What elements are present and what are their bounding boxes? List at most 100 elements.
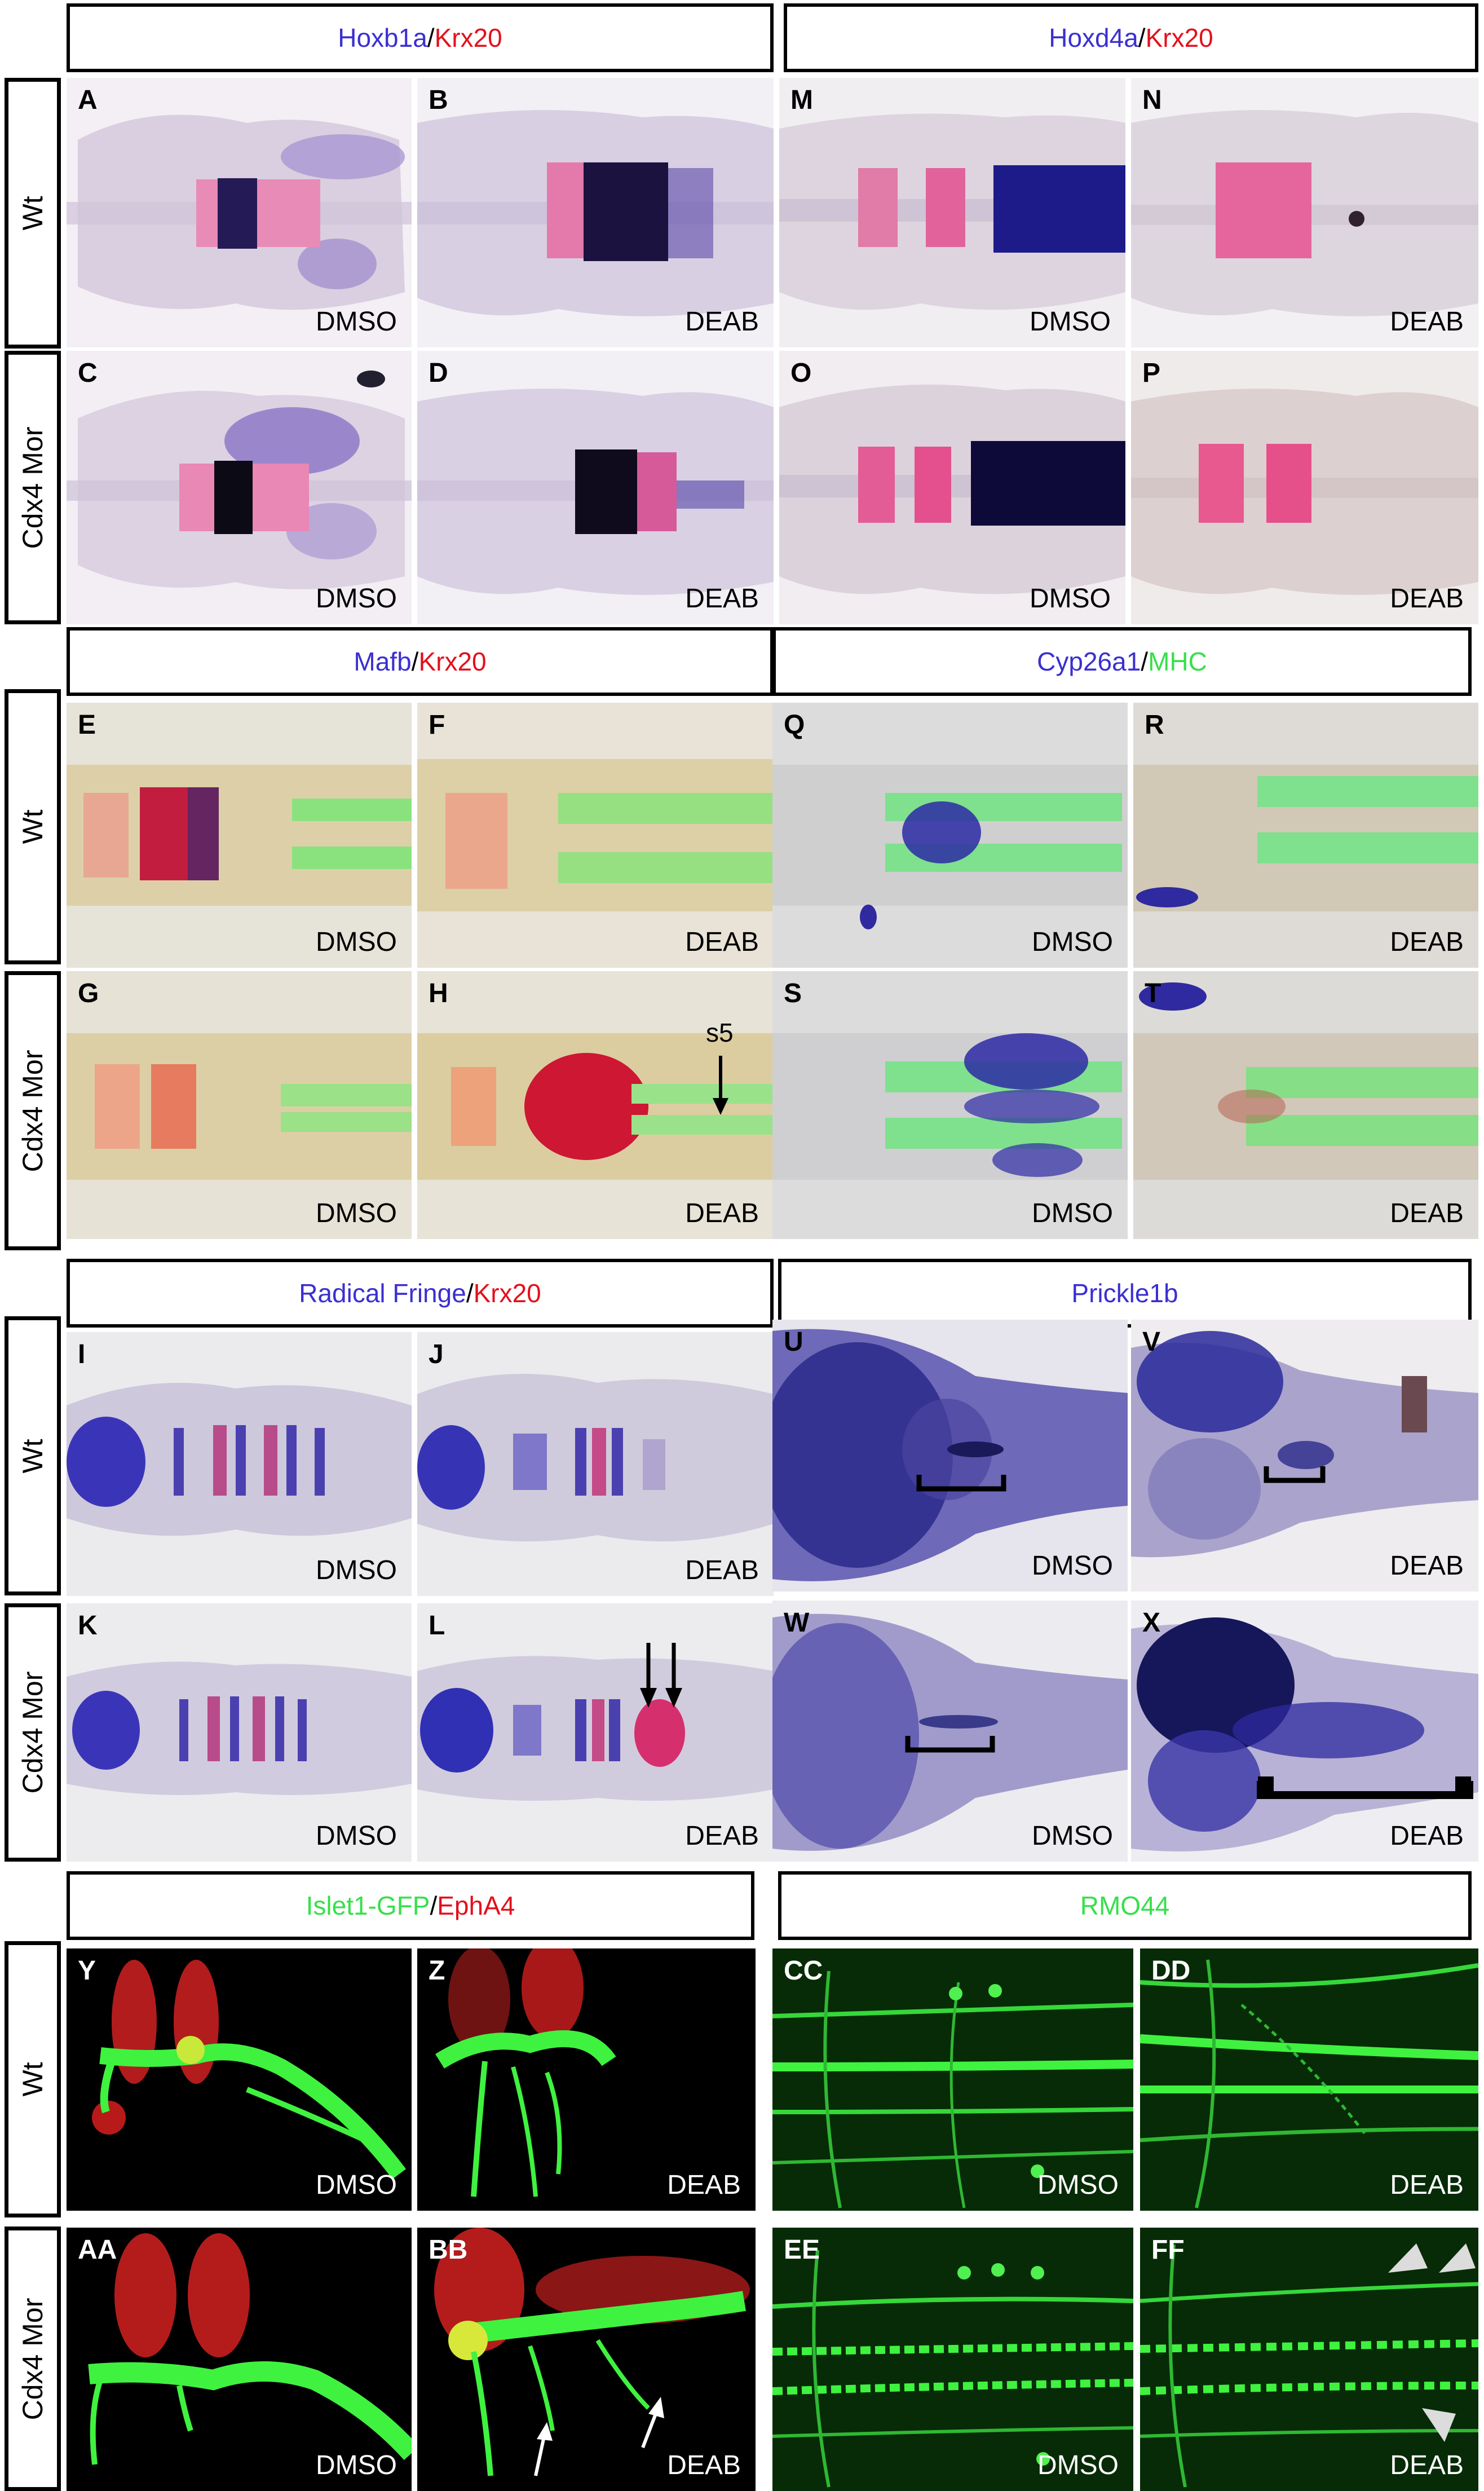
probe-blue: Radical Fringe [299, 1278, 466, 1308]
panel-letter: N [1142, 85, 1162, 115]
treatment-label: DMSO [1037, 2170, 1119, 2200]
treatment-label: DMSO [1030, 307, 1111, 337]
panel-AA: AA DMSO [67, 2228, 412, 2491]
panel-letter: X [1142, 1608, 1161, 1638]
panel-EE: EE DMSO [772, 2228, 1133, 2491]
treatment-label: DMSO [316, 927, 397, 957]
probe-green: MHC [1148, 647, 1207, 676]
row-label-cdx4: Cdx4 Mor [5, 351, 61, 624]
treatment-label: DEAB [1390, 1821, 1464, 1851]
panel-letter: O [790, 358, 812, 388]
panel-letter: S [784, 978, 802, 1008]
probe-red: Krx20 [418, 647, 487, 676]
panel-letter: Z [429, 1956, 445, 1986]
treatment-label: DMSO [316, 1555, 397, 1585]
probe-blue: Hoxd4a [1049, 23, 1138, 52]
panel-K: K DMSO [67, 1603, 412, 1862]
treatment-label: DMSO [1032, 1198, 1113, 1228]
header-mafb-krx20: Mafb / Krx20 [67, 627, 774, 696]
treatment-label: DEAB [685, 1821, 759, 1851]
panel-S: S DMSO [772, 971, 1128, 1239]
panel-V: V DEAB [1131, 1320, 1478, 1591]
probe-sep: / [427, 23, 435, 52]
treatment-label: DEAB [685, 1555, 759, 1585]
row-label-wt: Wt [5, 1316, 61, 1595]
panel-letter: FF [1151, 2235, 1185, 2265]
panel-letter: AA [78, 2235, 117, 2265]
treatment-label: DEAB [1390, 1198, 1464, 1228]
header-cyp26a1-mhc: Cyp26a1/MHC [772, 627, 1472, 696]
header-radical-fringe-krx20: Radical Fringe / Krx20 [67, 1259, 774, 1328]
panel-O: O DMSO [779, 351, 1125, 624]
probe-blue: Prickle1b [1071, 1278, 1178, 1308]
panel-L: L DEAB [417, 1603, 774, 1862]
panel-letter: T [1145, 978, 1161, 1008]
panel-FF: FF DEAB [1140, 2228, 1478, 2491]
header-hoxd4a-krx20: Hoxd4a / Krx20 [784, 3, 1478, 72]
panel-letter: E [78, 710, 96, 740]
panel-N: N DEAB [1131, 78, 1478, 347]
row-label-cdx4: Cdx4 Mor [5, 1603, 61, 1862]
panel-letter: A [78, 85, 98, 115]
header-rmo44: RMO44 [778, 1871, 1472, 1940]
treatment-label: DEAB [1390, 307, 1464, 337]
panel-letter: J [429, 1339, 444, 1369]
treatment-label: DEAB [685, 1198, 759, 1228]
panel-W: W DMSO [772, 1601, 1128, 1862]
probe-sep: / [1141, 647, 1149, 676]
row-label-cdx4: Cdx4 Mor [5, 971, 61, 1250]
panel-letter: EE [784, 2235, 820, 2265]
panel-M: M DMSO [779, 78, 1125, 347]
panel-letter: R [1145, 710, 1164, 740]
panel-BB: BB DEAB [417, 2228, 756, 2491]
panel-R: R DEAB [1133, 703, 1478, 968]
treatment-label: DEAB [685, 927, 759, 957]
probe-blue: Cyp26a1 [1037, 647, 1141, 676]
panel-letter: H [429, 978, 448, 1008]
panel-F: F DEAB [417, 703, 774, 968]
treatment-label: DMSO [316, 1821, 397, 1851]
row-label-wt: Wt [5, 1941, 61, 2217]
panel-D: D DEAB [417, 351, 774, 624]
panel-I: I DMSO [67, 1332, 412, 1596]
probe-blue: Hoxb1a [338, 23, 427, 52]
header-hoxb1a-krx20: Hoxb1a / Krx20 [67, 3, 774, 72]
probe-red: Krx20 [434, 23, 502, 52]
panel-letter: CC [784, 1956, 823, 1986]
probe-red: Krx20 [1145, 23, 1213, 52]
panel-C: C DMSO [67, 351, 412, 624]
treatment-label: DMSO [316, 1198, 397, 1228]
panel-letter: Y [78, 1956, 96, 1986]
treatment-label: DEAB [1390, 927, 1464, 957]
panel-Y: Y DMSO [67, 1948, 412, 2211]
panel-letter: BB [429, 2235, 468, 2265]
panel-CC: CC DMSO [772, 1948, 1133, 2211]
panel-A: A DMSO [67, 78, 412, 347]
panel-letter: Q [784, 710, 805, 740]
panel-P: P DEAB [1131, 351, 1478, 624]
probe-blue: Mafb [354, 647, 412, 676]
probe-green: Islet1-GFP [306, 1891, 430, 1920]
panel-letter: G [78, 978, 99, 1008]
probe-sep: / [411, 647, 419, 676]
treatment-label: DMSO [316, 307, 397, 337]
treatment-label: DMSO [316, 2170, 397, 2200]
panel-Z: Z DEAB [417, 1948, 756, 2211]
header-prickle1b: Prickle1b [778, 1259, 1472, 1328]
probe-green: RMO44 [1080, 1891, 1170, 1920]
treatment-label: DEAB [1390, 1551, 1464, 1581]
row-label-cdx4: Cdx4 Mor [5, 2227, 61, 2491]
treatment-label: DEAB [1390, 2450, 1464, 2480]
treatment-label: DEAB [667, 2170, 741, 2200]
panel-letter: W [784, 1608, 810, 1638]
panel-letter: U [784, 1327, 803, 1357]
panel-Q: Q DMSO [772, 703, 1128, 968]
panel-E: E DMSO [67, 703, 412, 968]
treatment-label: DMSO [1030, 584, 1111, 614]
panel-letter: M [790, 85, 813, 115]
panel-letter: DD [1151, 1956, 1191, 1986]
panel-U: U DMSO [772, 1320, 1128, 1591]
panel-letter: V [1142, 1327, 1161, 1357]
panel-DD: DD DEAB [1140, 1948, 1478, 2211]
probe-red: Krx20 [473, 1278, 541, 1308]
